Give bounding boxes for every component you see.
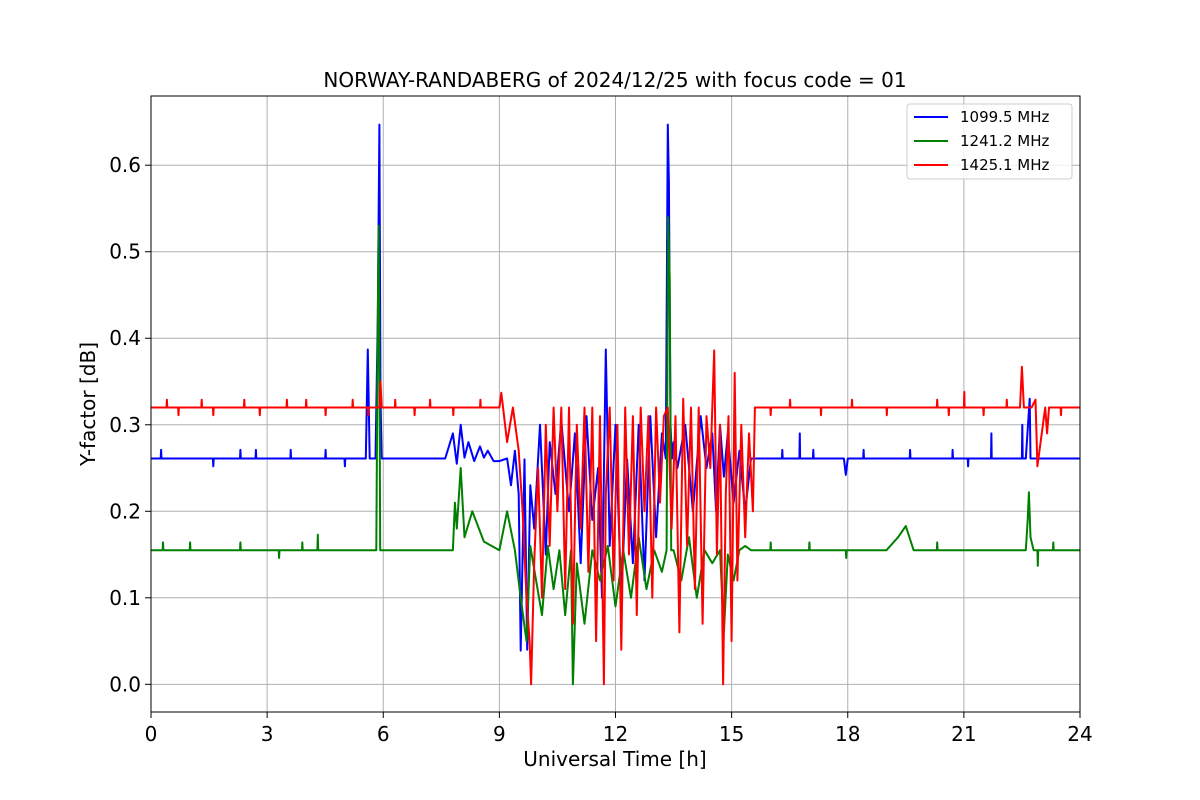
x-tick-label: 24 (1067, 722, 1092, 746)
y-tick-label: 0.1 (109, 586, 141, 610)
x-axis: 0 3 6 9 12 15 18 21 24 (145, 712, 1093, 746)
y-tick-label: 0.3 (109, 413, 141, 437)
x-tick-label: 6 (377, 722, 390, 746)
y-tick-label: 0.2 (109, 499, 141, 523)
legend: 1099.5 MHz 1241.2 MHz 1425.1 MHz (906, 103, 1073, 180)
plot-series (151, 123, 1080, 686)
y-tick-label: 0.6 (109, 153, 141, 177)
x-tick-label: 15 (719, 722, 744, 746)
y-tick-label: 0.5 (109, 240, 141, 264)
y-tick-label: 0.4 (109, 326, 141, 350)
x-tick-label: 0 (145, 722, 158, 746)
series-line-2 (151, 216, 1080, 686)
chart-title: NORWAY-RANDABERG of 2024/12/25 with focu… (323, 68, 906, 92)
y-axis: 0.0 0.1 0.2 0.3 0.4 0.5 0.6 (109, 153, 151, 696)
grid (150, 96, 1081, 712)
y-tick-label: 0.0 (109, 672, 141, 696)
legend-label: 1241.2 MHz (960, 132, 1049, 150)
legend-box (906, 103, 1073, 180)
legend-label: 1425.1 MHz (960, 156, 1049, 174)
series-line-3 (151, 349, 1080, 686)
x-tick-label: 9 (493, 722, 506, 746)
x-axis-label: Universal Time [h] (523, 747, 706, 771)
x-tick-label: 18 (835, 722, 860, 746)
x-tick-label: 21 (951, 722, 976, 746)
x-tick-label: 3 (261, 722, 274, 746)
x-tick-label: 12 (603, 722, 628, 746)
legend-label: 1099.5 MHz (960, 108, 1049, 126)
y-axis-label: Y-factor [dB] (76, 342, 100, 467)
